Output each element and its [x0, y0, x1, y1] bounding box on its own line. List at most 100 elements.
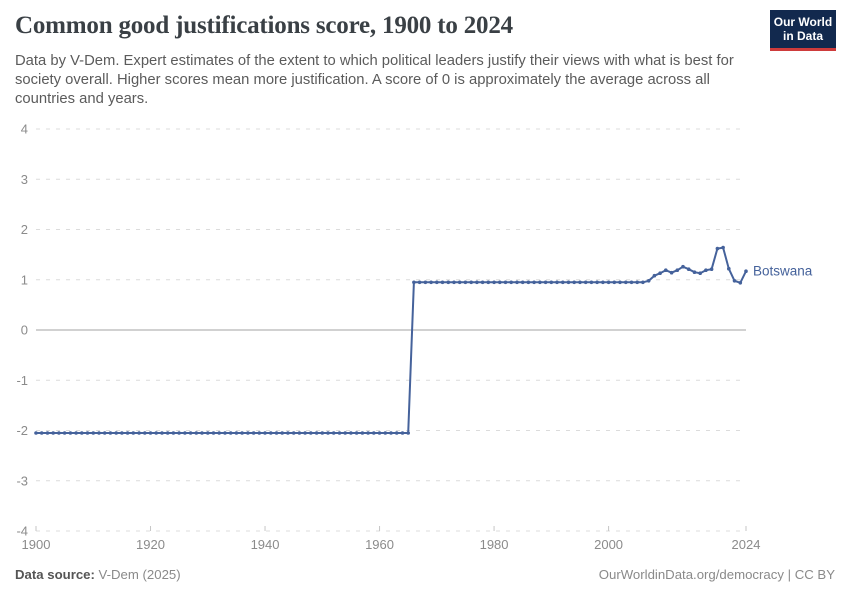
- data-point: [120, 431, 124, 435]
- y-tick-label: -3: [16, 473, 28, 488]
- data-point: [148, 431, 153, 435]
- data-point: [583, 280, 588, 285]
- data-point: [423, 280, 428, 285]
- owid-logo-line2: in Data: [782, 29, 823, 44]
- data-point: [732, 279, 737, 283]
- data-point: [177, 431, 181, 435]
- data-point: [572, 280, 576, 285]
- data-point: [452, 280, 456, 285]
- y-tick-label: 3: [21, 172, 28, 187]
- data-point: [417, 280, 422, 285]
- data-point: [538, 280, 542, 285]
- data-point: [108, 431, 113, 435]
- data-point: [578, 280, 582, 285]
- data-point: [160, 431, 164, 435]
- data-point: [200, 431, 204, 435]
- owid-democracy-link[interactable]: OurWorldinData.org/democracy: [598, 567, 784, 582]
- x-tick-label: 1900: [22, 537, 51, 552]
- data-point: [624, 280, 628, 285]
- data-point: [45, 431, 50, 435]
- data-point: [675, 268, 680, 273]
- data-point: [165, 431, 170, 435]
- x-tick-label: 2024: [732, 537, 761, 552]
- subtitle-line: Data by V-Dem. Expert estimates of the e…: [15, 53, 734, 69]
- data-point: [269, 431, 273, 435]
- data-point: [206, 431, 210, 435]
- data-point: [291, 431, 296, 435]
- data-point: [589, 280, 594, 285]
- data-point: [234, 431, 239, 435]
- data-point: [463, 280, 468, 285]
- data-point: [727, 266, 731, 271]
- series-line-botswana[interactable]: [36, 246, 747, 434]
- data-point: [669, 270, 674, 275]
- data-point: [595, 280, 599, 285]
- y-tick-label: 1: [21, 272, 28, 287]
- data-point: [366, 431, 370, 435]
- data-point: [257, 431, 262, 435]
- data-point: [492, 280, 496, 285]
- data-point: [440, 280, 445, 285]
- data-point: [85, 431, 90, 435]
- data-point: [114, 431, 118, 435]
- data-point: [744, 269, 748, 274]
- data-point: [618, 280, 622, 285]
- data-point: [280, 431, 285, 435]
- data-point: [194, 431, 199, 435]
- data-point: [412, 280, 416, 285]
- data-point: [125, 431, 130, 435]
- data-point: [360, 431, 365, 435]
- y-tick-label: -4: [16, 524, 28, 539]
- license-link[interactable]: CC BY: [794, 567, 835, 582]
- data-point: [171, 431, 176, 435]
- data-point: [97, 431, 101, 435]
- data-point: [543, 280, 548, 285]
- data-point: [343, 431, 348, 435]
- data-point: [286, 431, 290, 435]
- subtitle-line: society overall. Higher scores mean more…: [15, 72, 710, 88]
- data-point: [406, 431, 411, 435]
- data-point: [320, 431, 325, 435]
- data-point: [738, 281, 743, 285]
- data-point: [561, 280, 565, 285]
- data-point: [251, 431, 256, 435]
- data-point: [664, 268, 668, 273]
- y-tick-label: 0: [21, 323, 28, 338]
- data-point: [446, 280, 451, 285]
- data-point: [349, 431, 353, 435]
- data-point: [555, 280, 559, 285]
- data-point: [228, 431, 233, 435]
- data-point: [635, 280, 639, 285]
- data-point: [68, 431, 73, 435]
- data-point: [480, 280, 485, 285]
- y-tick-label: -2: [16, 423, 28, 438]
- data-point: [62, 431, 67, 435]
- data-point: [314, 431, 319, 435]
- y-tick-label: 4: [21, 122, 28, 137]
- footer-separator: |: [783, 567, 795, 582]
- data-point: [183, 431, 187, 435]
- chart-footer: Data source: V-Dem (2025) OurWorldinData…: [15, 567, 835, 582]
- data-point: [709, 267, 714, 272]
- x-tick-label: 1940: [251, 537, 280, 552]
- owid-logo[interactable]: Our World in Data: [770, 10, 836, 51]
- x-tick-label: 1960: [365, 537, 394, 552]
- data-point: [354, 431, 359, 435]
- data-point: [400, 431, 405, 435]
- data-point: [475, 280, 479, 285]
- data-point: [686, 267, 691, 272]
- data-point: [509, 280, 513, 285]
- data-point: [91, 431, 96, 435]
- data-point: [457, 280, 462, 285]
- data-point: [520, 280, 525, 285]
- entity-label-botswana[interactable]: Botswana: [753, 264, 813, 279]
- data-point: [51, 431, 55, 435]
- data-point: [80, 431, 84, 435]
- data-point: [217, 431, 221, 435]
- x-tick-label: 1920: [136, 537, 165, 552]
- data-point: [429, 280, 433, 285]
- data-point: [263, 431, 267, 435]
- data-point: [526, 280, 531, 285]
- data-point: [337, 431, 342, 435]
